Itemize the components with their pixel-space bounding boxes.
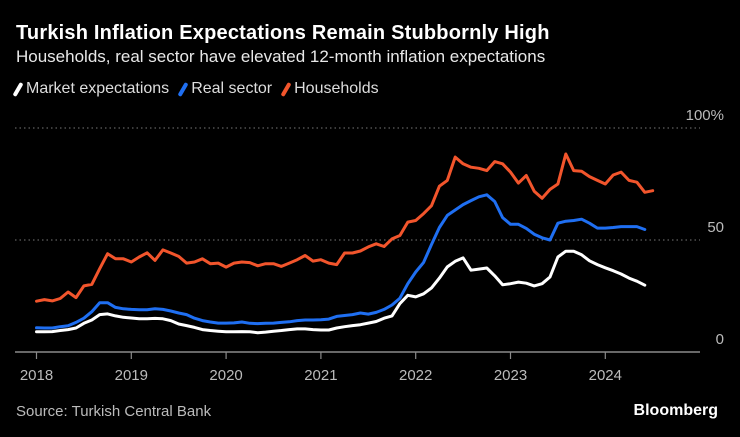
series-line-households	[35, 152, 655, 303]
y-tick-label: 50	[707, 219, 724, 236]
chart-subtitle: Households, real sector have elevated 12…	[16, 47, 546, 66]
legend-item-market: Market expectations	[12, 80, 170, 98]
x-tick-label: 2022	[399, 367, 432, 384]
y-tick-label: 100%	[686, 107, 724, 124]
x-tick-label: 2020	[209, 367, 242, 384]
x-tick-label: 2019	[115, 367, 148, 384]
x-tick-label: 2023	[494, 367, 527, 384]
series-line-real-sector	[35, 193, 647, 330]
source-note: Source: Turkish Central Bank	[16, 403, 212, 420]
x-tick-label: 2024	[589, 367, 622, 384]
legend-item-real-sector: Real sector	[177, 80, 273, 98]
legend-label-real-sector: Real sector	[191, 80, 273, 97]
chart-title: Turkish Inflation Expectations Remain St…	[16, 22, 550, 44]
x-tick-label: 2021	[304, 367, 337, 384]
legend-label-households: Households	[294, 80, 379, 97]
legend: Market expectations Real sector Househol…	[12, 80, 379, 98]
y-tick-label: 0	[716, 331, 724, 348]
legend-label-market: Market expectations	[26, 80, 170, 97]
series-line-market-expectations	[35, 249, 647, 335]
x-tick-label: 2018	[20, 367, 53, 384]
bloomberg-logo: Bloomberg	[633, 402, 718, 419]
legend-item-households: Households	[280, 80, 379, 98]
